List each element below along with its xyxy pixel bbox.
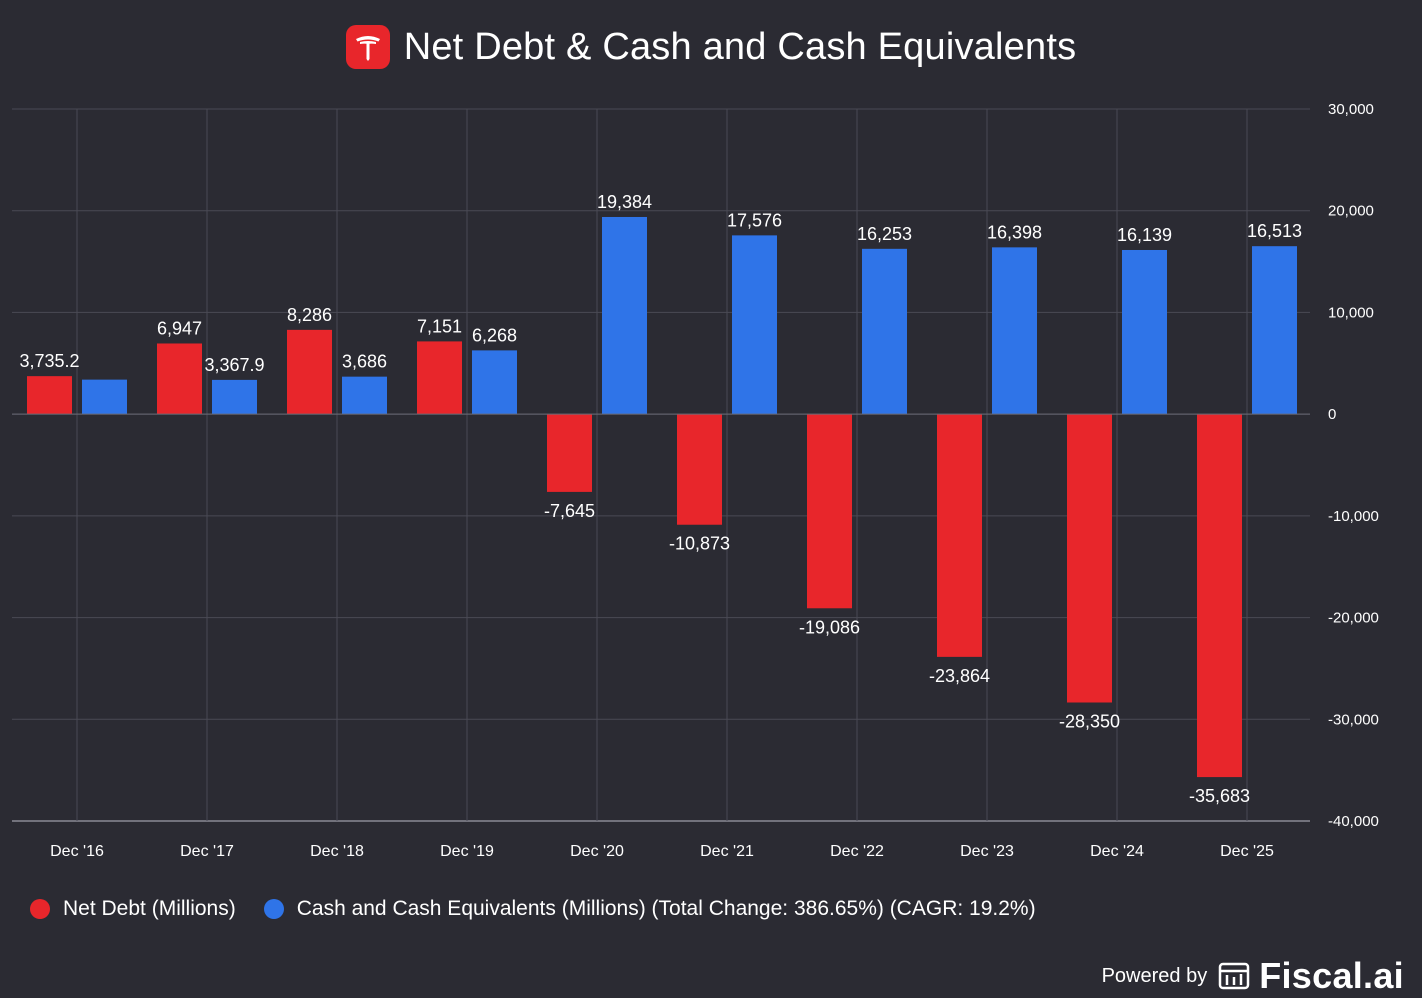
net-debt-bar[interactable] [157, 343, 202, 415]
cash-bar[interactable] [862, 248, 907, 415]
y-tick-label: 20,000 [1328, 203, 1374, 220]
net-debt-bar[interactable] [1197, 414, 1242, 778]
cash-bar[interactable] [992, 247, 1037, 415]
net-debt-bar[interactable] [1067, 414, 1112, 703]
data-label: -10,873 [669, 534, 730, 554]
net-debt-bar[interactable] [807, 414, 852, 609]
cash-bar[interactable] [472, 350, 517, 415]
legend-dot-red [30, 899, 50, 919]
cash-bar[interactable] [1252, 246, 1297, 415]
x-tick-label: Dec '22 [830, 843, 884, 860]
cash-bar[interactable] [602, 216, 647, 415]
axes: 30,000 20,000 10,000 0 -10,000 -20,000 -30,000… [12, 101, 1379, 860]
data-label: 17,576 [727, 210, 782, 230]
data-label: 6,268 [472, 325, 517, 345]
bar-chart: 3,735.2 6,947 8,286 7,151 -7,645 -10,873 -19,0… [12, 101, 1379, 860]
data-label: 8,286 [287, 305, 332, 325]
y-tick-label: 30,000 [1328, 101, 1374, 118]
y-tick-label: -20,000 [1328, 610, 1379, 627]
legend-label: Cash and Cash Equivalents (Millions) (To… [296, 897, 1036, 920]
y-tick-label: -40,000 [1328, 813, 1379, 830]
x-tick-label: Dec '23 [960, 843, 1014, 860]
x-tick-label: Dec '24 [1090, 843, 1144, 860]
data-label: 7,151 [417, 316, 462, 336]
x-tick-label: Dec '17 [180, 843, 234, 860]
powered-by[interactable]: Powered by Fiscal.ai [1102, 955, 1404, 997]
x-tick-label: Dec '25 [1220, 843, 1274, 860]
data-label: 6,947 [157, 318, 202, 338]
powered-by-text: Powered by [1101, 964, 1208, 987]
data-label: 19,384 [597, 192, 652, 212]
x-tick-label: Dec '16 [50, 843, 104, 860]
y-tick-label: 10,000 [1328, 304, 1374, 321]
net-debt-bar[interactable] [417, 341, 462, 415]
data-label: 16,513 [1247, 221, 1302, 241]
legend-dot-blue [263, 899, 284, 919]
data-label: 3,735.2 [19, 351, 79, 371]
legend-item-net-debt[interactable]: Net Debt (Millions) [30, 897, 236, 921]
x-tick-label: Dec '21 [700, 843, 754, 860]
y-tick-label: -30,000 [1328, 711, 1379, 728]
cash-bar[interactable] [1122, 249, 1167, 415]
x-tick-label: Dec '19 [440, 843, 494, 860]
data-label: 16,139 [1117, 225, 1172, 245]
net-debt-bar[interactable] [27, 376, 72, 415]
net-debt-bar[interactable] [547, 414, 592, 492]
chart-title: Net Debt & Cash and Cash Equivalents [403, 25, 1077, 68]
net-debt-bar[interactable] [287, 329, 332, 415]
y-tick-label: 0 [1328, 406, 1336, 423]
data-label: 16,253 [857, 224, 912, 244]
cash-bar[interactable] [342, 376, 387, 415]
legend-item-cash[interactable]: Cash and Cash Equivalents (Millions) (To… [263, 897, 1036, 921]
cash-bar[interactable] [212, 379, 257, 415]
x-tick-label: Dec '18 [310, 843, 364, 860]
legend-label: Net Debt (Millions) [63, 897, 236, 920]
y-tick-label: -10,000 [1328, 508, 1379, 525]
data-label: 3,686 [342, 352, 387, 372]
fiscal-logo-icon [1218, 962, 1250, 990]
chart-header: Net Debt & Cash and Cash Equivalents [0, 22, 1422, 72]
x-tick-label: Dec '20 [570, 843, 624, 860]
bars [27, 216, 1297, 778]
data-label: 3,367.9 [204, 355, 264, 375]
data-label: -23,864 [929, 666, 990, 686]
data-label: -35,683 [1189, 786, 1250, 806]
cash-bar[interactable] [82, 379, 127, 415]
net-debt-bar[interactable] [677, 414, 722, 525]
data-label: -19,086 [799, 617, 860, 637]
tesla-logo-icon [345, 25, 390, 69]
brand-name: Fiscal.ai [1259, 955, 1404, 996]
legend: Net Debt (Millions) Cash and Cash Equiva… [30, 894, 1064, 924]
net-debt-bar[interactable] [937, 414, 982, 657]
data-labels: 3,735.2 6,947 8,286 7,151 -7,645 -10,873 -19,0… [19, 192, 1302, 806]
cash-bar[interactable] [732, 235, 777, 415]
data-label: -7,645 [544, 501, 595, 521]
data-label: 16,398 [987, 222, 1042, 242]
data-label: -28,350 [1059, 712, 1120, 732]
